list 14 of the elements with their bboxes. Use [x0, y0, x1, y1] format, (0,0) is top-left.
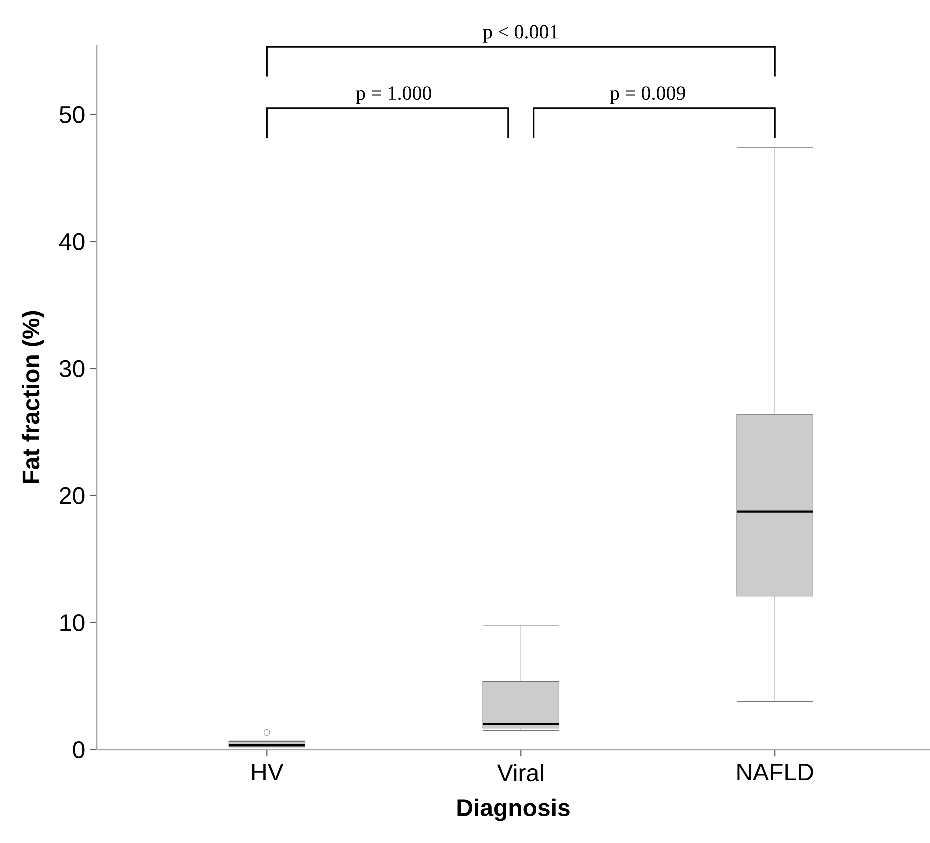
y-tick-label: 40 — [59, 233, 85, 250]
annotation: p = 0.009 — [610, 86, 686, 104]
y-tick-label: 0 — [73, 741, 85, 758]
y-tick-label: 20 — [60, 487, 85, 504]
y-tick-label: 30 — [60, 360, 85, 378]
y-tick-label: 50 — [60, 106, 85, 124]
x-tick-label: NAFLD — [738, 764, 814, 781]
y-axis-title: Fat fraction (%) — [22, 311, 44, 484]
x-tick-label: Viral — [497, 764, 544, 782]
text: p < 0.001 — [483, 25, 558, 43]
x-tick-label: HV — [252, 764, 284, 781]
annotation: p = 1.000 — [356, 86, 432, 104]
y-tick-label: 10 — [60, 614, 85, 632]
x-axis-title: Diagnosis — [458, 798, 570, 822]
